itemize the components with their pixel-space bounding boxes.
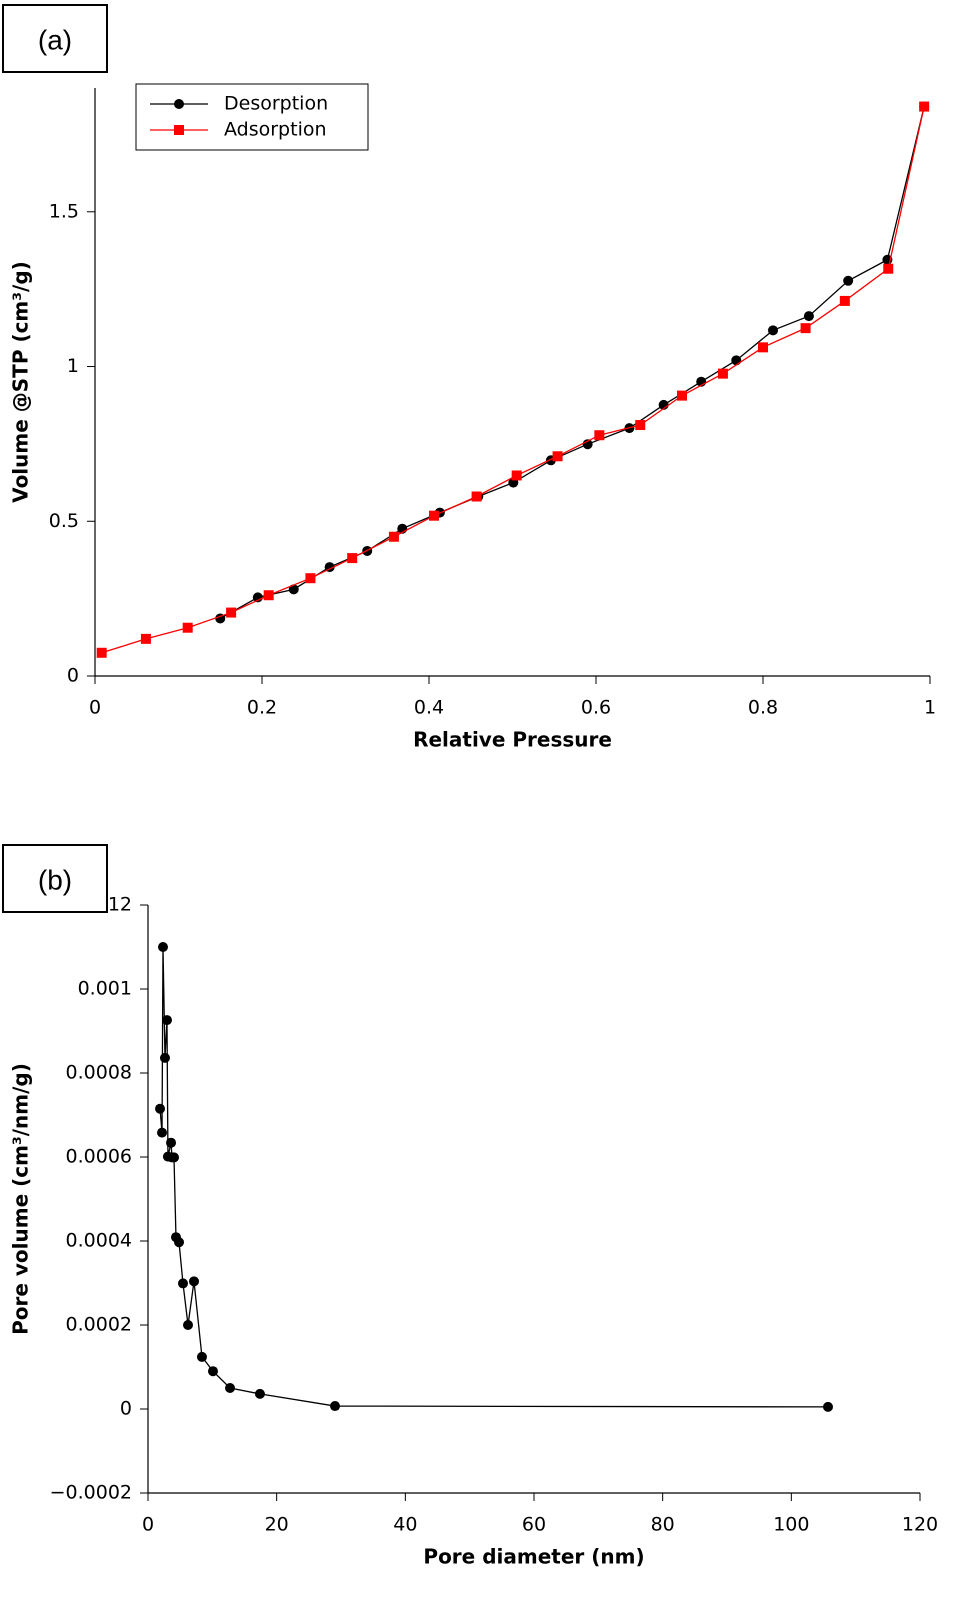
legend-label: Adsorption: [224, 119, 327, 141]
data-point: [800, 323, 811, 334]
y-tick-label: 0.001: [78, 978, 132, 1000]
data-point: [157, 942, 168, 952]
data-point: [196, 1351, 207, 1362]
data-point: [594, 430, 605, 441]
series-line: [159, 946, 829, 1408]
data-point: [263, 590, 274, 601]
y-tick-label: 0.0008: [66, 1062, 132, 1084]
y-tick-label: 0: [67, 665, 79, 687]
data-point: [188, 1276, 199, 1287]
data-point: [254, 1388, 265, 1399]
data-point: [677, 390, 688, 401]
legend-marker: [174, 125, 184, 135]
series-line: [101, 106, 925, 654]
x-tick-label: 100: [773, 1514, 809, 1536]
y-tick-label: −0.0002: [50, 1482, 132, 1504]
data-point: [252, 592, 263, 603]
y-tick-label: 1.5: [49, 200, 79, 222]
y-tick-label: 12: [108, 894, 132, 916]
data-point: [768, 325, 779, 336]
series-line: [219, 106, 925, 620]
y-tick-label: 1: [67, 355, 79, 377]
panel-box: [2, 844, 108, 913]
x-tick-label: 60: [522, 1514, 546, 1536]
panel-box: [2, 4, 108, 73]
y-axis-title: Volume @STP (cm³/g): [9, 261, 33, 503]
data-point: [161, 1015, 172, 1026]
x-tick-label: 20: [265, 1514, 289, 1536]
data-point: [96, 647, 107, 658]
data-point: [225, 1383, 236, 1393]
y-tick-label: 0.5: [49, 510, 79, 532]
x-tick-label: 0: [89, 697, 101, 719]
y-tick-label: 0: [120, 1398, 132, 1420]
data-point: [226, 607, 237, 618]
legend-box: [135, 83, 369, 151]
x-tick-label: 40: [393, 1514, 417, 1536]
x-tick-label: 0.4: [414, 697, 444, 719]
panel-label: (b): [38, 864, 72, 895]
data-point: [388, 531, 399, 542]
y-axis-title: Pore volume (cm³/nm/g): [9, 1063, 33, 1335]
x-tick-label: 0.2: [247, 697, 277, 719]
y-tick-label: 0.0006: [66, 1146, 132, 1168]
data-point: [174, 1237, 185, 1248]
data-point: [635, 420, 646, 431]
legend-label: Desorption: [224, 93, 328, 115]
x-tick-label: 1: [924, 697, 936, 719]
data-point: [839, 295, 850, 306]
x-tick-label: 0.8: [748, 697, 778, 719]
data-point: [330, 1401, 341, 1412]
data-point: [159, 1052, 170, 1063]
data-point: [288, 584, 299, 595]
data-point: [803, 311, 814, 322]
data-point: [177, 1278, 188, 1289]
data-point: [883, 263, 894, 274]
x-tick-label: 0: [142, 1514, 154, 1536]
y-tick-label: 0.0002: [66, 1314, 132, 1336]
data-point: [347, 553, 358, 564]
data-point: [168, 1152, 179, 1163]
data-point: [843, 275, 854, 286]
data-point: [155, 1103, 166, 1114]
data-point: [731, 355, 742, 366]
x-tick-label: 120: [902, 1514, 938, 1536]
data-point: [823, 1401, 834, 1412]
legend-marker: [174, 99, 184, 109]
data-point: [140, 633, 151, 644]
y-tick-label: 0.0004: [66, 1230, 132, 1252]
data-point: [166, 1137, 177, 1148]
data-point: [919, 101, 930, 112]
data-point: [207, 1366, 218, 1377]
data-point: [511, 470, 522, 481]
data-point: [157, 1127, 168, 1138]
panel-label: (a): [38, 24, 72, 55]
data-point: [429, 510, 440, 521]
x-tick-label: 0.6: [581, 697, 611, 719]
x-tick-label: 80: [651, 1514, 675, 1536]
x-axis-title: Relative Pressure: [413, 728, 612, 752]
x-axis-title: Pore diameter (nm): [423, 1545, 644, 1569]
data-point: [183, 1320, 194, 1330]
data-point: [182, 622, 193, 633]
data-point: [758, 342, 768, 353]
data-point: [471, 491, 482, 502]
data-point: [305, 573, 316, 584]
data-point: [552, 451, 563, 462]
data-point: [717, 368, 728, 379]
